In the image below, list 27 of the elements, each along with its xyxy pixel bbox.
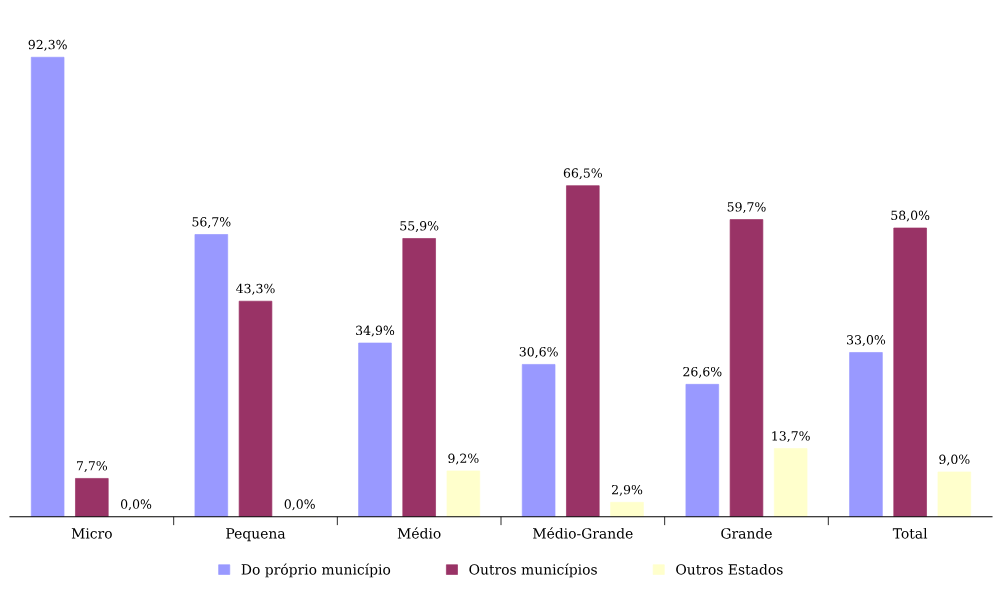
data-label: 9,2% — [448, 453, 479, 465]
data-label: 66,5% — [563, 168, 602, 180]
data-label: 9,0% — [939, 454, 970, 466]
data-label: 26,6% — [683, 366, 722, 378]
data-label: 58,0% — [891, 210, 930, 222]
x-tick-label: Grande — [721, 527, 772, 539]
legend-label: Outros Estados — [676, 563, 783, 575]
data-label: 55,9% — [400, 221, 439, 233]
x-tick-label: Total — [892, 527, 928, 539]
x-tick-label: Médio — [397, 527, 441, 539]
data-label: 92,3% — [28, 39, 67, 51]
x-tick-label: Pequena — [226, 528, 286, 542]
data-label: 7,7% — [77, 461, 108, 472]
data-label: 56,7% — [192, 217, 231, 229]
data-label: 43,3% — [236, 283, 275, 295]
x-tick-label: Médio-Grande — [533, 527, 633, 539]
legend-label: Outros municípios — [469, 563, 597, 578]
data-label: 0,0% — [284, 499, 315, 511]
data-label: 30,6% — [519, 347, 558, 358]
data-label: 13,7% — [772, 431, 810, 443]
data-label: 0,0% — [120, 499, 152, 511]
data-label: 34,9% — [356, 325, 395, 337]
data-label: 59,7% — [727, 202, 766, 214]
x-tick-label: Micro — [71, 528, 112, 539]
data-label: 2,9% — [611, 484, 643, 496]
data-label: 33,0% — [847, 335, 886, 347]
legend-label: Do próprio município — [241, 563, 391, 578]
